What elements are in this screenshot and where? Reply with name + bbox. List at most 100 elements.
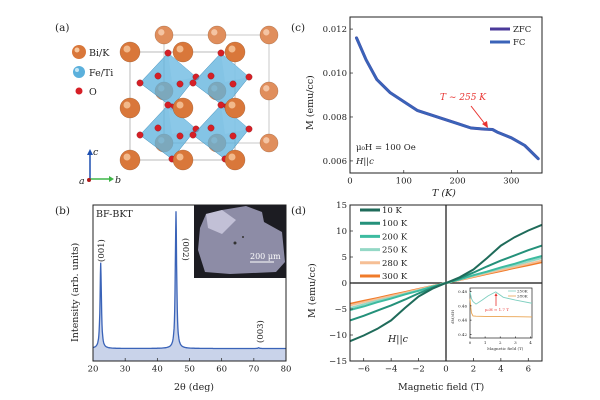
y-tick-label: 0.006	[323, 157, 347, 167]
x-tick-label: 70	[248, 365, 259, 375]
dmdh-inset: 250K 280K μ₀H ≈ 1.7 T 0 1 2 3 40.420.440.460…	[450, 287, 533, 351]
photo-spot	[242, 236, 244, 238]
bi-k-atom	[119, 41, 141, 63]
o-atom	[176, 80, 184, 88]
peak-label-002: (002)	[180, 238, 191, 261]
inset-xlabel: Magnetic field (T)	[487, 346, 524, 351]
o-atom	[136, 131, 144, 139]
legend-label-250k: 250 K	[382, 246, 408, 256]
inset-series-250k-line	[469, 291, 532, 305]
x-tick-label: 200	[449, 177, 465, 187]
o-atom	[207, 124, 215, 132]
sphere-highlight	[228, 153, 236, 161]
xrd-pattern-line	[92, 211, 286, 350]
bi-k-sphere-icon	[72, 45, 86, 59]
mt-ylabel: M (emu/cc)	[305, 75, 316, 130]
a-axis-label: a	[79, 176, 85, 187]
x-tick-label: 2	[499, 340, 502, 345]
y-tick-label: 0.42	[458, 332, 467, 337]
legend-bi-k: Bi/K	[89, 48, 110, 59]
o-atom	[229, 80, 237, 88]
crystal-legend: Bi/K Fe/Ti O	[72, 45, 113, 98]
x-tick-label: 100	[396, 177, 412, 187]
x-tick-label: 300	[503, 177, 519, 187]
y-tick-label: 0.008	[323, 113, 347, 123]
o-atom	[176, 132, 184, 140]
inset-arrowhead-icon	[494, 293, 498, 296]
o-atom	[154, 124, 162, 132]
photo-spot	[233, 241, 237, 245]
bi-k-atom	[259, 81, 279, 101]
sphere-highlight	[263, 29, 270, 36]
mh-legend: 10 K 100 K 200 K 250 K 280 K 300 K	[360, 206, 408, 282]
transition-arrow	[470, 105, 486, 125]
legend-label-280k: 280 K	[382, 259, 408, 269]
y-tick-label: 5	[342, 253, 347, 263]
x-tick-label: 0	[347, 177, 352, 187]
bi-k-atom	[224, 41, 246, 63]
x-tick-label: 20	[88, 365, 99, 375]
sphere-highlight	[176, 101, 184, 109]
mt-frame	[349, 16, 543, 174]
mt-xlabel: T (K)	[432, 188, 456, 199]
o-atom	[189, 79, 197, 87]
legend-label-10k: 10 K	[382, 206, 403, 216]
y-tick-label: 15	[336, 201, 347, 211]
o-atom	[164, 49, 172, 57]
legend-label-200k: 200 K	[382, 232, 408, 242]
o-atom	[229, 132, 237, 140]
octahedron-facet	[221, 53, 249, 82]
peak-label-003: (003)	[255, 320, 266, 343]
o-atom	[245, 73, 253, 81]
bi-k-atom	[259, 133, 279, 153]
inset-legend-280k: 280K	[517, 294, 529, 299]
fe-ti-octahedron	[139, 52, 197, 108]
y-tick-label: 0.44	[458, 318, 467, 323]
sphere-highlight	[158, 29, 165, 36]
y-tick-label: −10	[329, 331, 347, 341]
x-tick-label: 1	[484, 340, 487, 345]
scale-bar-label: 200 μm	[250, 252, 281, 261]
sphere-highlight	[123, 153, 131, 161]
peak-label-001: (001)	[96, 239, 107, 262]
y-tick-label: 0.46	[458, 303, 467, 308]
x-tick-label: −4	[385, 365, 398, 375]
inset-plot	[469, 291, 532, 318]
inset-legend-250k: 250K	[517, 289, 529, 294]
mh-ylabel: M (emu/cc)	[307, 263, 318, 318]
bi-k-atom	[172, 149, 194, 171]
y-tick-label: 10	[336, 227, 347, 237]
o-atom	[164, 101, 172, 109]
legend-fe-ti: Fe/Ti	[89, 68, 113, 79]
y-tick-label: 0.48	[458, 289, 467, 294]
inset-frame	[469, 287, 533, 339]
inset-series-280k-line	[469, 298, 532, 318]
x-tick-label: 0	[469, 340, 472, 345]
xrd-xlabel: 2θ (deg)	[174, 382, 214, 393]
c-arrowhead-icon	[87, 149, 93, 155]
x-tick-label: 0	[443, 365, 448, 375]
o-atom	[245, 125, 253, 133]
b-axis-label: b	[115, 175, 121, 186]
bi-k-atom	[172, 41, 194, 63]
series-fc-line	[355, 36, 540, 160]
o-atom	[189, 131, 197, 139]
sphere-highlight	[176, 153, 184, 161]
sphere-highlight	[263, 85, 270, 92]
sphere-highlight	[176, 45, 184, 53]
x-tick-label: 3	[514, 340, 517, 345]
legend-label-100k: 100 K	[382, 219, 408, 229]
xrd-x-ticks: 20 30 40 50 60 70 80	[88, 358, 291, 375]
legend-zfc: ZFC	[513, 25, 531, 35]
bi-k-atom	[154, 25, 174, 45]
panel-b: (b) BF-BKT (001) (002) (003) 200 μm Inte…	[55, 204, 291, 393]
inset-ticks: 0 1 2 3 4 0.42 0.44 0.46 0.48	[458, 289, 532, 345]
x-tick-label: 6	[526, 365, 531, 375]
panel-a-label: (a)	[55, 22, 69, 34]
y-tick-label: 0	[342, 279, 347, 289]
transition-annotation: T ∼ 255 K	[440, 93, 487, 103]
axis-triad: c b a	[79, 147, 121, 187]
x-tick-label: 4	[498, 365, 503, 375]
